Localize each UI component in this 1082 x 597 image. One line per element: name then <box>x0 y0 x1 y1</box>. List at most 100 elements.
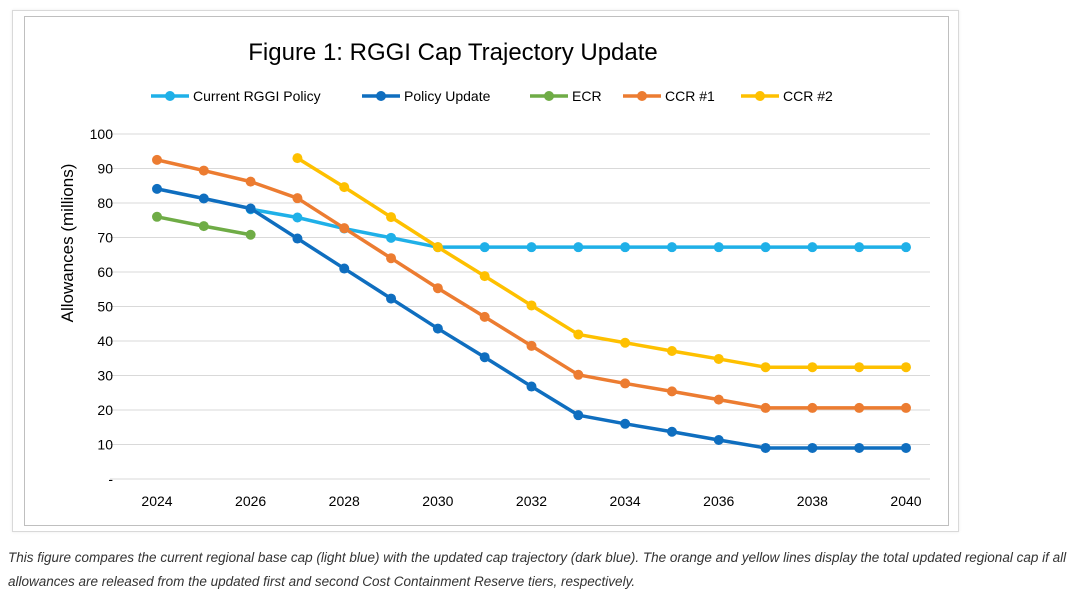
data-point <box>901 362 911 373</box>
legend-swatch-marker <box>755 91 765 101</box>
data-point <box>854 362 865 373</box>
series-line <box>156 158 906 410</box>
data-point <box>526 340 537 351</box>
data-point <box>666 346 677 357</box>
data-point <box>807 362 818 373</box>
data-point <box>152 183 162 194</box>
data-point <box>479 271 490 282</box>
legend-swatch-marker <box>376 91 386 101</box>
data-point <box>152 211 162 222</box>
data-point <box>198 221 209 232</box>
y-tick-label: 80 <box>97 195 113 211</box>
data-point <box>339 223 350 234</box>
y-tick-label: 10 <box>97 437 113 453</box>
series-line <box>296 156 906 369</box>
data-point <box>760 402 771 413</box>
data-point <box>901 402 911 413</box>
data-point <box>807 242 818 253</box>
data-point <box>292 233 303 244</box>
data-point <box>339 182 350 193</box>
data-point <box>386 253 397 264</box>
data-point <box>620 337 631 348</box>
data-point <box>713 353 724 364</box>
data-point <box>620 242 631 253</box>
legend-label: Current RGGI Policy <box>193 88 321 104</box>
data-point <box>245 176 256 187</box>
y-tick-label: 30 <box>97 368 113 384</box>
data-point <box>198 165 209 176</box>
chart-area-border <box>24 16 949 526</box>
data-point <box>245 203 256 214</box>
data-point <box>666 242 677 253</box>
data-point <box>526 242 537 253</box>
y-tick-label: 50 <box>97 299 113 315</box>
data-point <box>854 442 865 453</box>
legend-item: CCR #1 <box>623 88 715 104</box>
data-point <box>292 212 303 223</box>
legend-item: Current RGGI Policy <box>151 88 321 104</box>
data-point <box>854 402 865 413</box>
legend: Current RGGI Policy Policy Update ECR CCR #… <box>151 88 833 104</box>
series-ecr <box>152 211 256 240</box>
line-chart: Figure 1: RGGI Cap Trajectory Update All… <box>58 39 930 509</box>
data-point <box>479 311 490 322</box>
x-tick-label: 2024 <box>141 493 172 509</box>
y-tick-label: - <box>108 471 113 487</box>
legend-swatch-marker <box>637 91 647 101</box>
data-point <box>152 154 162 165</box>
data-point <box>386 212 397 223</box>
data-point <box>760 362 771 373</box>
data-point <box>666 426 677 437</box>
data-point <box>292 153 303 164</box>
data-point <box>573 242 584 253</box>
data-point <box>526 381 537 392</box>
data-point <box>339 263 350 274</box>
data-point <box>386 293 397 304</box>
data-point <box>526 300 537 311</box>
x-tick-label: 2026 <box>235 493 266 509</box>
data-point <box>292 193 303 204</box>
legend-label: Policy Update <box>404 88 491 104</box>
data-point <box>432 283 443 294</box>
data-point <box>901 242 911 253</box>
data-point <box>760 242 771 253</box>
data-point <box>620 378 631 389</box>
figure-caption: This figure compares the current regiona… <box>8 550 1067 589</box>
gridlines <box>110 133 930 480</box>
y-tick-label: 40 <box>97 333 113 349</box>
data-point <box>479 352 490 363</box>
data-point <box>573 369 584 380</box>
x-tick-label: 2032 <box>516 493 547 509</box>
x-tick-label: 2036 <box>703 493 734 509</box>
legend-swatch-marker <box>544 91 554 101</box>
data-point <box>713 394 724 405</box>
x-tick-label: 2040 <box>890 493 921 509</box>
y-axis-ticks: - 10 20 30 40 50 60 70 80 90 100 <box>90 126 114 487</box>
legend-swatch-marker <box>165 91 175 101</box>
x-tick-label: 2034 <box>610 493 641 509</box>
chart-title: Figure 1: RGGI Cap Trajectory Update <box>248 39 658 66</box>
series-group <box>152 153 911 453</box>
y-tick-label: 100 <box>90 126 114 142</box>
y-tick-label: 70 <box>97 230 113 246</box>
y-axis-label: Allowances (millions) <box>58 164 77 323</box>
data-point <box>760 442 771 453</box>
data-point <box>854 242 865 253</box>
y-tick-label: 90 <box>97 161 113 177</box>
data-point <box>245 229 256 240</box>
legend-label: CCR #2 <box>783 88 833 104</box>
legend-item: Policy Update <box>362 88 491 104</box>
y-tick-label: 60 <box>97 264 113 280</box>
series-ccr-2 <box>292 153 911 373</box>
x-tick-label: 2038 <box>797 493 828 509</box>
series-ccr-1 <box>152 154 911 413</box>
x-tick-label: 2028 <box>329 493 360 509</box>
x-axis-ticks: 2024 2026 2028 2030 2032 2034 2036 2038 2040 <box>141 493 921 509</box>
data-point <box>807 442 818 453</box>
legend-label: ECR <box>572 88 602 104</box>
data-point <box>386 232 397 243</box>
y-tick-label: 20 <box>97 402 113 418</box>
data-point <box>713 242 724 253</box>
data-point <box>573 410 584 421</box>
legend-item: CCR #2 <box>741 88 833 104</box>
